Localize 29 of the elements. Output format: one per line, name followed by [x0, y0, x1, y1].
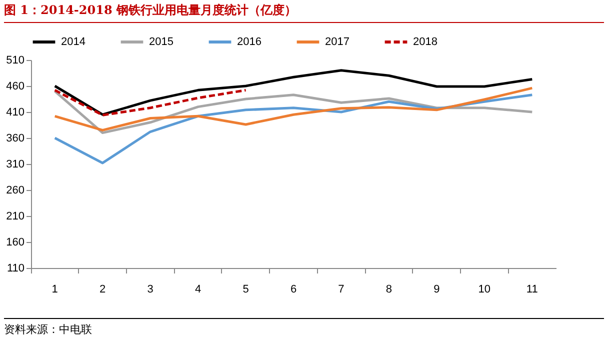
x-tick-label: 2 — [100, 284, 106, 296]
x-tick-label: 6 — [290, 284, 297, 296]
y-tick-label: 410 — [6, 106, 24, 118]
legend-label: 2016 — [237, 36, 262, 48]
x-tick-label: 11 — [526, 284, 538, 296]
text: 资料来源：中电联 — [4, 318, 604, 337]
y-tick-label: 110 — [6, 262, 24, 274]
x-tick-label: 9 — [434, 284, 440, 296]
legend-label: 2017 — [325, 36, 350, 48]
legend-label: 2018 — [413, 36, 438, 48]
x-tick-label: 8 — [386, 284, 392, 296]
x-tick-label: 4 — [194, 284, 202, 296]
y-tick-label: 510 — [6, 54, 24, 66]
line-series — [54, 88, 248, 116]
y-tick-label: 260 — [6, 184, 24, 196]
x-tick-label: 3 — [147, 284, 154, 296]
y-tick-label: 210 — [6, 210, 24, 222]
x-tick-label: 1 — [52, 284, 58, 296]
y-tick-label: 460 — [6, 80, 24, 92]
x-tick-label: 5 — [242, 284, 249, 296]
y-tick-label: 160 — [6, 236, 24, 248]
x-tick-label: 7 — [338, 284, 344, 296]
x-tick-label: 10 — [478, 284, 491, 296]
line-series — [54, 69, 534, 116]
y-tick-label: 360 — [6, 132, 24, 144]
legend-label: 2015 — [149, 36, 174, 48]
chart-title: 图 1：2014-2018 钢铁行业用电量月度统计（亿度） — [4, 2, 604, 23]
y-tick-label: 310 — [6, 158, 24, 170]
legend-label: 2014 — [61, 36, 86, 48]
